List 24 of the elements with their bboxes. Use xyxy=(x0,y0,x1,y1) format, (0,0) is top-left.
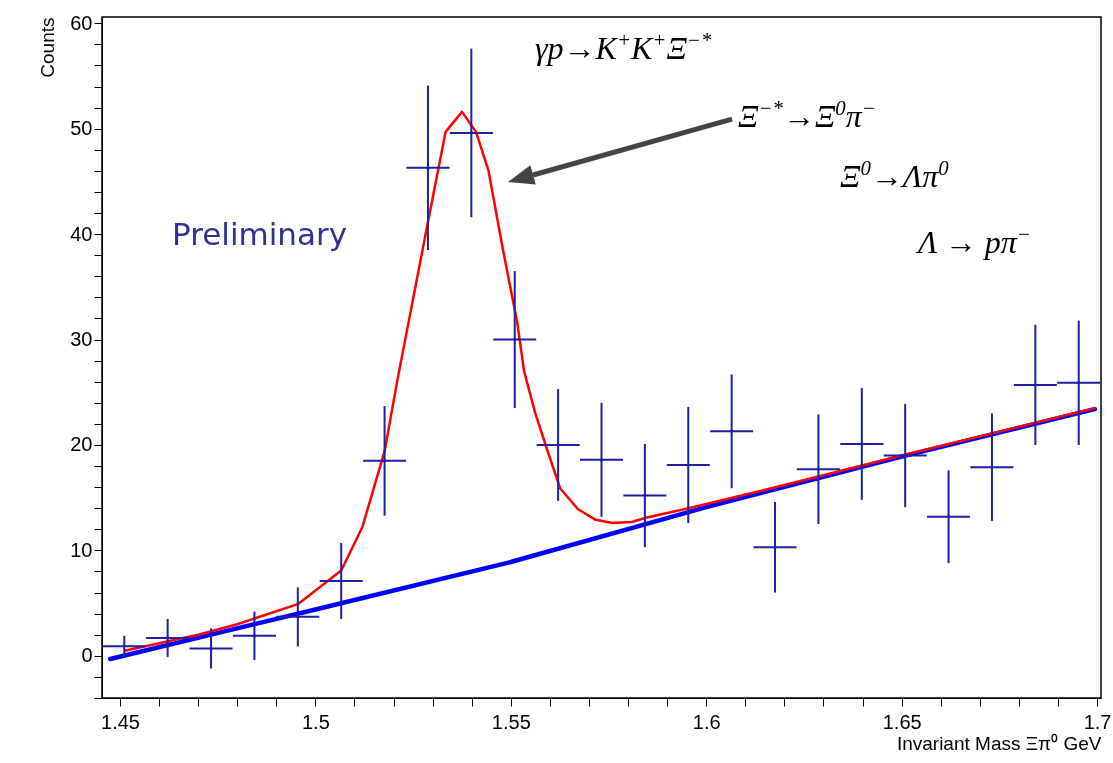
point xyxy=(295,614,300,619)
annotation: Ξ$^{−*}$→Ξ$^{0}$π$^{−}$ xyxy=(738,96,876,135)
annotation: Ξ$^{0}$→Λπ$^{0}$ xyxy=(840,156,949,195)
annotation: Preliminary xyxy=(172,216,348,252)
point xyxy=(165,636,170,640)
point xyxy=(1033,383,1038,387)
point xyxy=(1076,380,1081,385)
x-tick-label: 1.65 xyxy=(882,710,922,733)
y-tick-label: 20 xyxy=(70,433,93,456)
y-tick-label: 30 xyxy=(70,328,93,351)
x-tick-label: 1.45 xyxy=(101,710,140,733)
x-tick-label: 1.6 xyxy=(692,710,721,733)
y-axis-title: Counts xyxy=(37,17,59,78)
y-tick-label: 60 xyxy=(70,11,93,34)
y-tick-label: 10 xyxy=(70,538,93,561)
x-tick-label: 1.55 xyxy=(491,710,531,733)
annotation: γp→K$^{+}$K$^{+}$Ξ$^{−*}$ xyxy=(535,28,712,67)
y-tick-label: 0 xyxy=(81,644,93,667)
x-axis-title: Invariant Mass Ξπ⁰ GeV xyxy=(896,732,1102,754)
x-tick-label: 1.7 xyxy=(1083,710,1112,733)
y-tick-label: 50 xyxy=(70,117,93,140)
y-tick-label: 40 xyxy=(70,222,93,245)
point xyxy=(469,131,474,135)
x-tick-label: 1.5 xyxy=(302,710,330,733)
